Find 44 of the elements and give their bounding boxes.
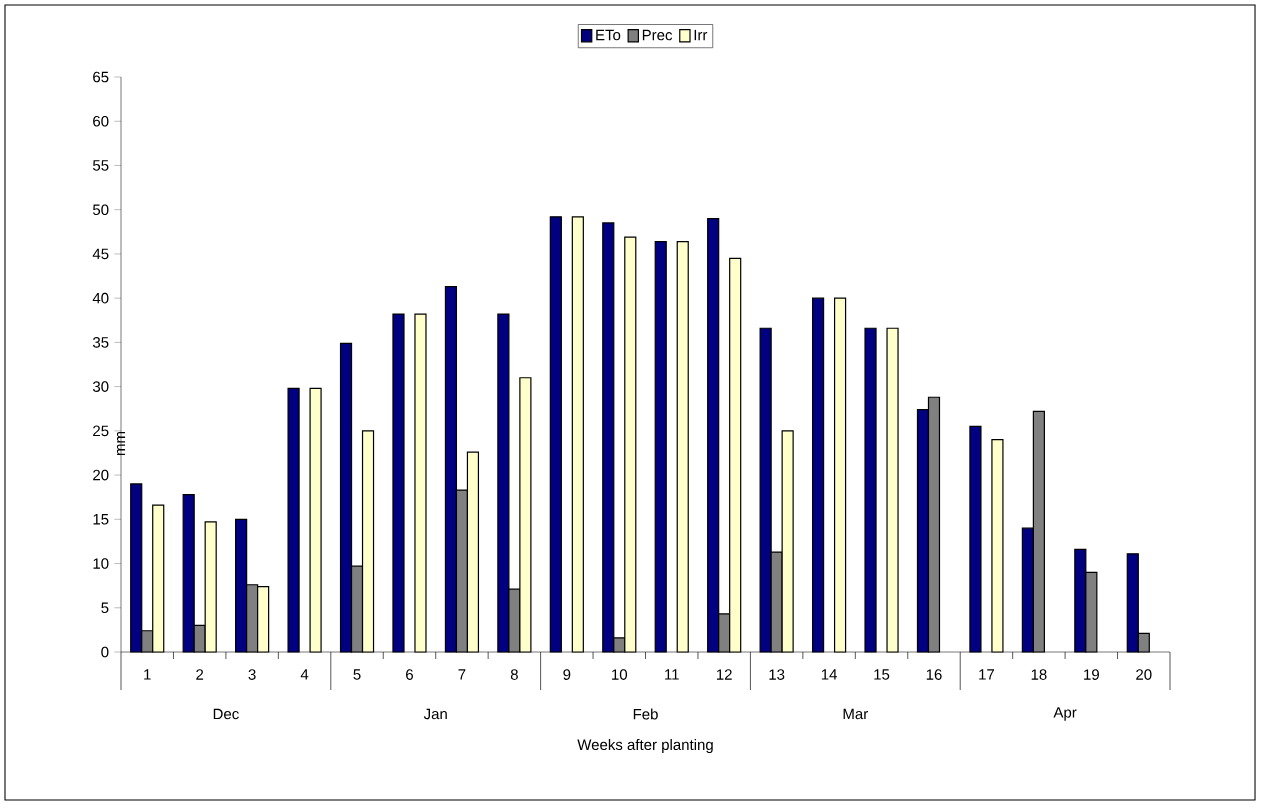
y-tick-label: 60: [93, 115, 109, 127]
legend-label: Prec: [642, 29, 673, 41]
text: Jan: [423, 708, 447, 720]
x-tick-label: 12: [716, 669, 732, 680]
x-tick-label: 9: [563, 669, 571, 680]
x-tick-label: 20: [1136, 669, 1152, 680]
text: Mar: [843, 708, 868, 720]
y-tick-label: 50: [92, 204, 109, 216]
x-tick-label: 17: [979, 669, 995, 680]
x-tick-label: 2: [196, 669, 204, 680]
x-tick-label: 6: [406, 669, 413, 680]
x-tick-label: 13: [769, 669, 785, 680]
y-tick-label: 45: [92, 248, 109, 260]
y-tick-label: 40: [92, 292, 109, 304]
x-tick-label: 3: [248, 669, 256, 680]
y-tick-label: 15: [93, 514, 109, 525]
text: Feb: [633, 708, 658, 720]
y-axis-title: mm: [116, 432, 126, 455]
x-tick-label: 11: [665, 669, 679, 680]
y-tick-label: 10: [93, 558, 109, 569]
text: Dec: [213, 708, 239, 720]
x-tick-label: 10: [612, 669, 628, 680]
legend-label: Irr: [694, 29, 708, 41]
x-tick-label: 16: [926, 669, 942, 680]
x-tick-label: 5: [353, 669, 361, 680]
x-tick-label: 19: [1084, 669, 1099, 680]
text: Apr: [1053, 707, 1077, 721]
x-tick-label: 7: [458, 669, 466, 680]
y-tick-label: 5: [101, 602, 109, 614]
x-tick-label: 4: [300, 669, 309, 680]
legend-label: ETo: [596, 29, 621, 41]
x-tick-label: 18: [1031, 669, 1047, 680]
x-tick-label: 1: [144, 669, 151, 680]
y-tick-label: 25: [93, 425, 109, 437]
y-tick-label: 35: [92, 337, 109, 348]
x-tick-label: 8: [510, 669, 518, 680]
y-tick-label: 0: [101, 646, 109, 658]
x-axis-title: Weeks after planting: [577, 739, 713, 753]
x-tick-label: 15: [874, 669, 890, 680]
y-tick-label: 55: [92, 160, 109, 171]
y-tick-label: 65: [93, 71, 109, 83]
x-tick-label: 14: [821, 669, 837, 680]
y-tick-label: 20: [93, 469, 109, 481]
y-tick-label: 30: [92, 381, 109, 392]
